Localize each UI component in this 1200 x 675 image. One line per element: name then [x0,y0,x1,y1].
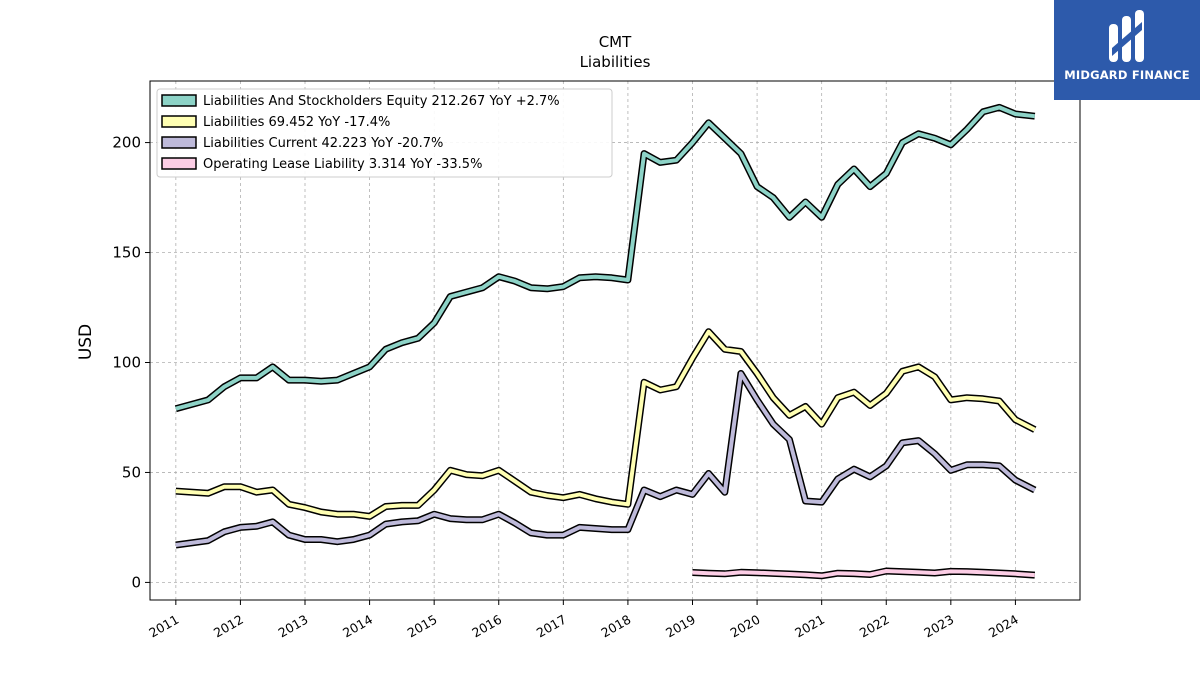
y-tick-label: 100 [112,353,141,371]
grid [150,81,1080,600]
legend-label-2: Liabilities Current 42.223 YoY -20.7% [203,136,443,151]
legend-swatch-0 [161,94,197,107]
logo-text: MIDGARD FINANCE [1064,68,1190,82]
legend: Liabilities And Stockholders Equity 212.… [156,88,613,178]
x-tick-label: 2020 [728,612,763,641]
series-line-1 [175,329,1036,519]
x-tick-label: 2012 [211,612,246,641]
plot-frame [149,80,1081,601]
y-tick-label: 0 [131,573,141,591]
y-tick-label: 200 [112,134,141,152]
y-tick-label: 150 [112,244,141,262]
plot-lines [174,103,1037,580]
x-tick-label: 2016 [469,612,504,641]
x-tick-label: 2017 [534,612,569,641]
y-axis: 0 50 100 150 200 [112,134,150,591]
chart-subtitle: Liabilities [580,53,651,71]
x-tick-label: 2011 [146,612,181,641]
chart-title: CMT [599,33,632,51]
x-tick-label: 2018 [598,612,633,641]
x-tick-label: 2022 [857,612,892,641]
x-tick-label: 2023 [921,612,956,641]
x-axis: 2011 2012 2013 2014 2015 2016 2017 2018 2019 2020… [146,600,1021,641]
legend-label-0: Liabilities And Stockholders Equity 212.… [203,94,560,109]
legend-swatch-1 [161,115,197,128]
x-tick-label: 2024 [986,612,1021,641]
legend-label-3: Operating Lease Liability 3.314 YoY -33.… [203,157,482,172]
series-line-2 [175,371,1036,547]
x-tick-label: 2013 [275,612,310,641]
series-line-0 [175,105,1036,411]
x-tick-label: 2019 [663,612,698,641]
series-line-3 [692,569,1035,578]
x-tick-label: 2014 [340,612,375,641]
legend-swatch-2 [161,136,197,149]
legend-box [156,88,613,178]
y-axis-label: USD [76,324,96,360]
x-tick-label: 2021 [792,612,827,641]
legend-swatch-3 [161,157,197,170]
logo: MIDGARD FINANCE [1054,0,1200,100]
legend-label-1: Liabilities 69.452 YoY -17.4% [203,115,390,130]
y-tick-label: 50 [122,463,141,481]
x-tick-label: 2015 [405,612,440,641]
logo-mark-icon [1109,10,1144,62]
